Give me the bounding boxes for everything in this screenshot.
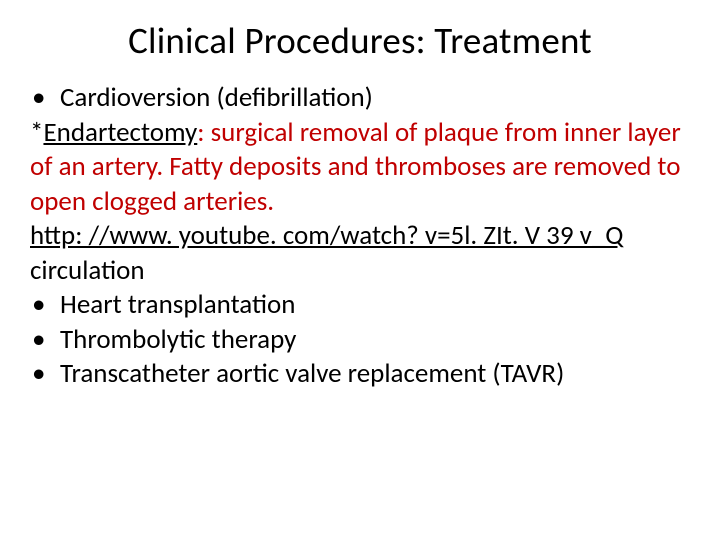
circulation-line: circulation	[30, 254, 690, 289]
bullet-item: • Heart transplantation	[30, 288, 690, 323]
bullet-text: Transcatheter aortic valve replacement (…	[60, 357, 690, 392]
bullet-item: • Cardioversion (defibrillation)	[30, 81, 690, 116]
bullet-text: Thrombolytic therapy	[60, 323, 690, 358]
bullet-icon: •	[30, 323, 60, 358]
endartectomy-block: *Endartectomy: surgical removal of plaqu…	[30, 116, 690, 220]
youtube-link[interactable]: http: //www. youtube. com/watch? v=5l. Z…	[30, 219, 623, 252]
endartectomy-term: Endartectomy	[43, 116, 197, 149]
slide: Clinical Procedures: Treatment • Cardiov…	[0, 0, 720, 540]
slide-title: Clinical Procedures: Treatment	[30, 18, 690, 63]
bullet-icon: •	[30, 357, 60, 392]
bullet-text: Cardioversion (defibrillation)	[60, 81, 690, 116]
bullet-item: • Thrombolytic therapy	[30, 323, 690, 358]
asterisk-icon: *	[30, 116, 43, 149]
bullet-text: Heart transplantation	[60, 288, 690, 323]
bullet-icon: •	[30, 81, 60, 116]
bullet-item: • Transcatheter aortic valve replacement…	[30, 357, 690, 392]
bullet-icon: •	[30, 288, 60, 323]
link-line: http: //www. youtube. com/watch? v=5l. Z…	[30, 219, 690, 254]
slide-body: • Cardioversion (defibrillation) *Endart…	[30, 81, 690, 392]
